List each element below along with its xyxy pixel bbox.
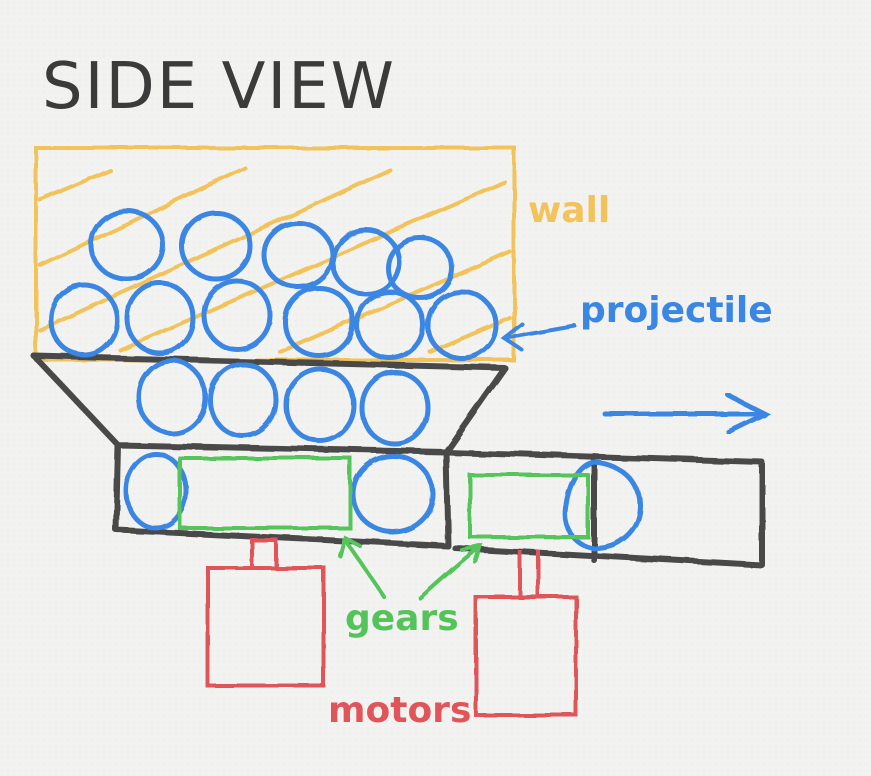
gear-pointer-arrows [338,535,483,600]
projectile-ball [207,361,279,439]
direction-arrow-icon [602,392,771,435]
projectile-ball [282,285,356,359]
motor-right [474,595,578,717]
projectile-ball [354,289,426,361]
projectile-ball [48,282,120,358]
projectile-ball [136,358,208,436]
projectile-ball [179,210,253,282]
gear-right [468,473,590,539]
projectile-ball [123,451,189,531]
projectile-ball [124,280,196,356]
wall-label: wall [528,190,610,231]
diagram-title: SIDE VIEW [42,50,396,124]
projectile-label: projectile [580,290,773,331]
motors [206,538,578,717]
gear-left [178,456,352,530]
projectile-ball [350,453,436,535]
hopper-structure [31,353,765,568]
projectile-ball [283,366,357,444]
pointer-arrow-icon [500,322,577,352]
motors-label: motors [328,690,471,731]
projectile-ball [88,208,166,282]
projectiles [48,208,643,551]
gears [178,456,590,539]
projectile-ball [201,278,273,352]
projectile-ball [425,289,499,361]
projectile-ball [385,235,455,301]
gears-label: gears [345,598,459,639]
motor-left-shaft [250,538,278,570]
projectile-ball [359,369,431,447]
projectile-ball [562,459,643,551]
projectile-ball [330,227,402,297]
